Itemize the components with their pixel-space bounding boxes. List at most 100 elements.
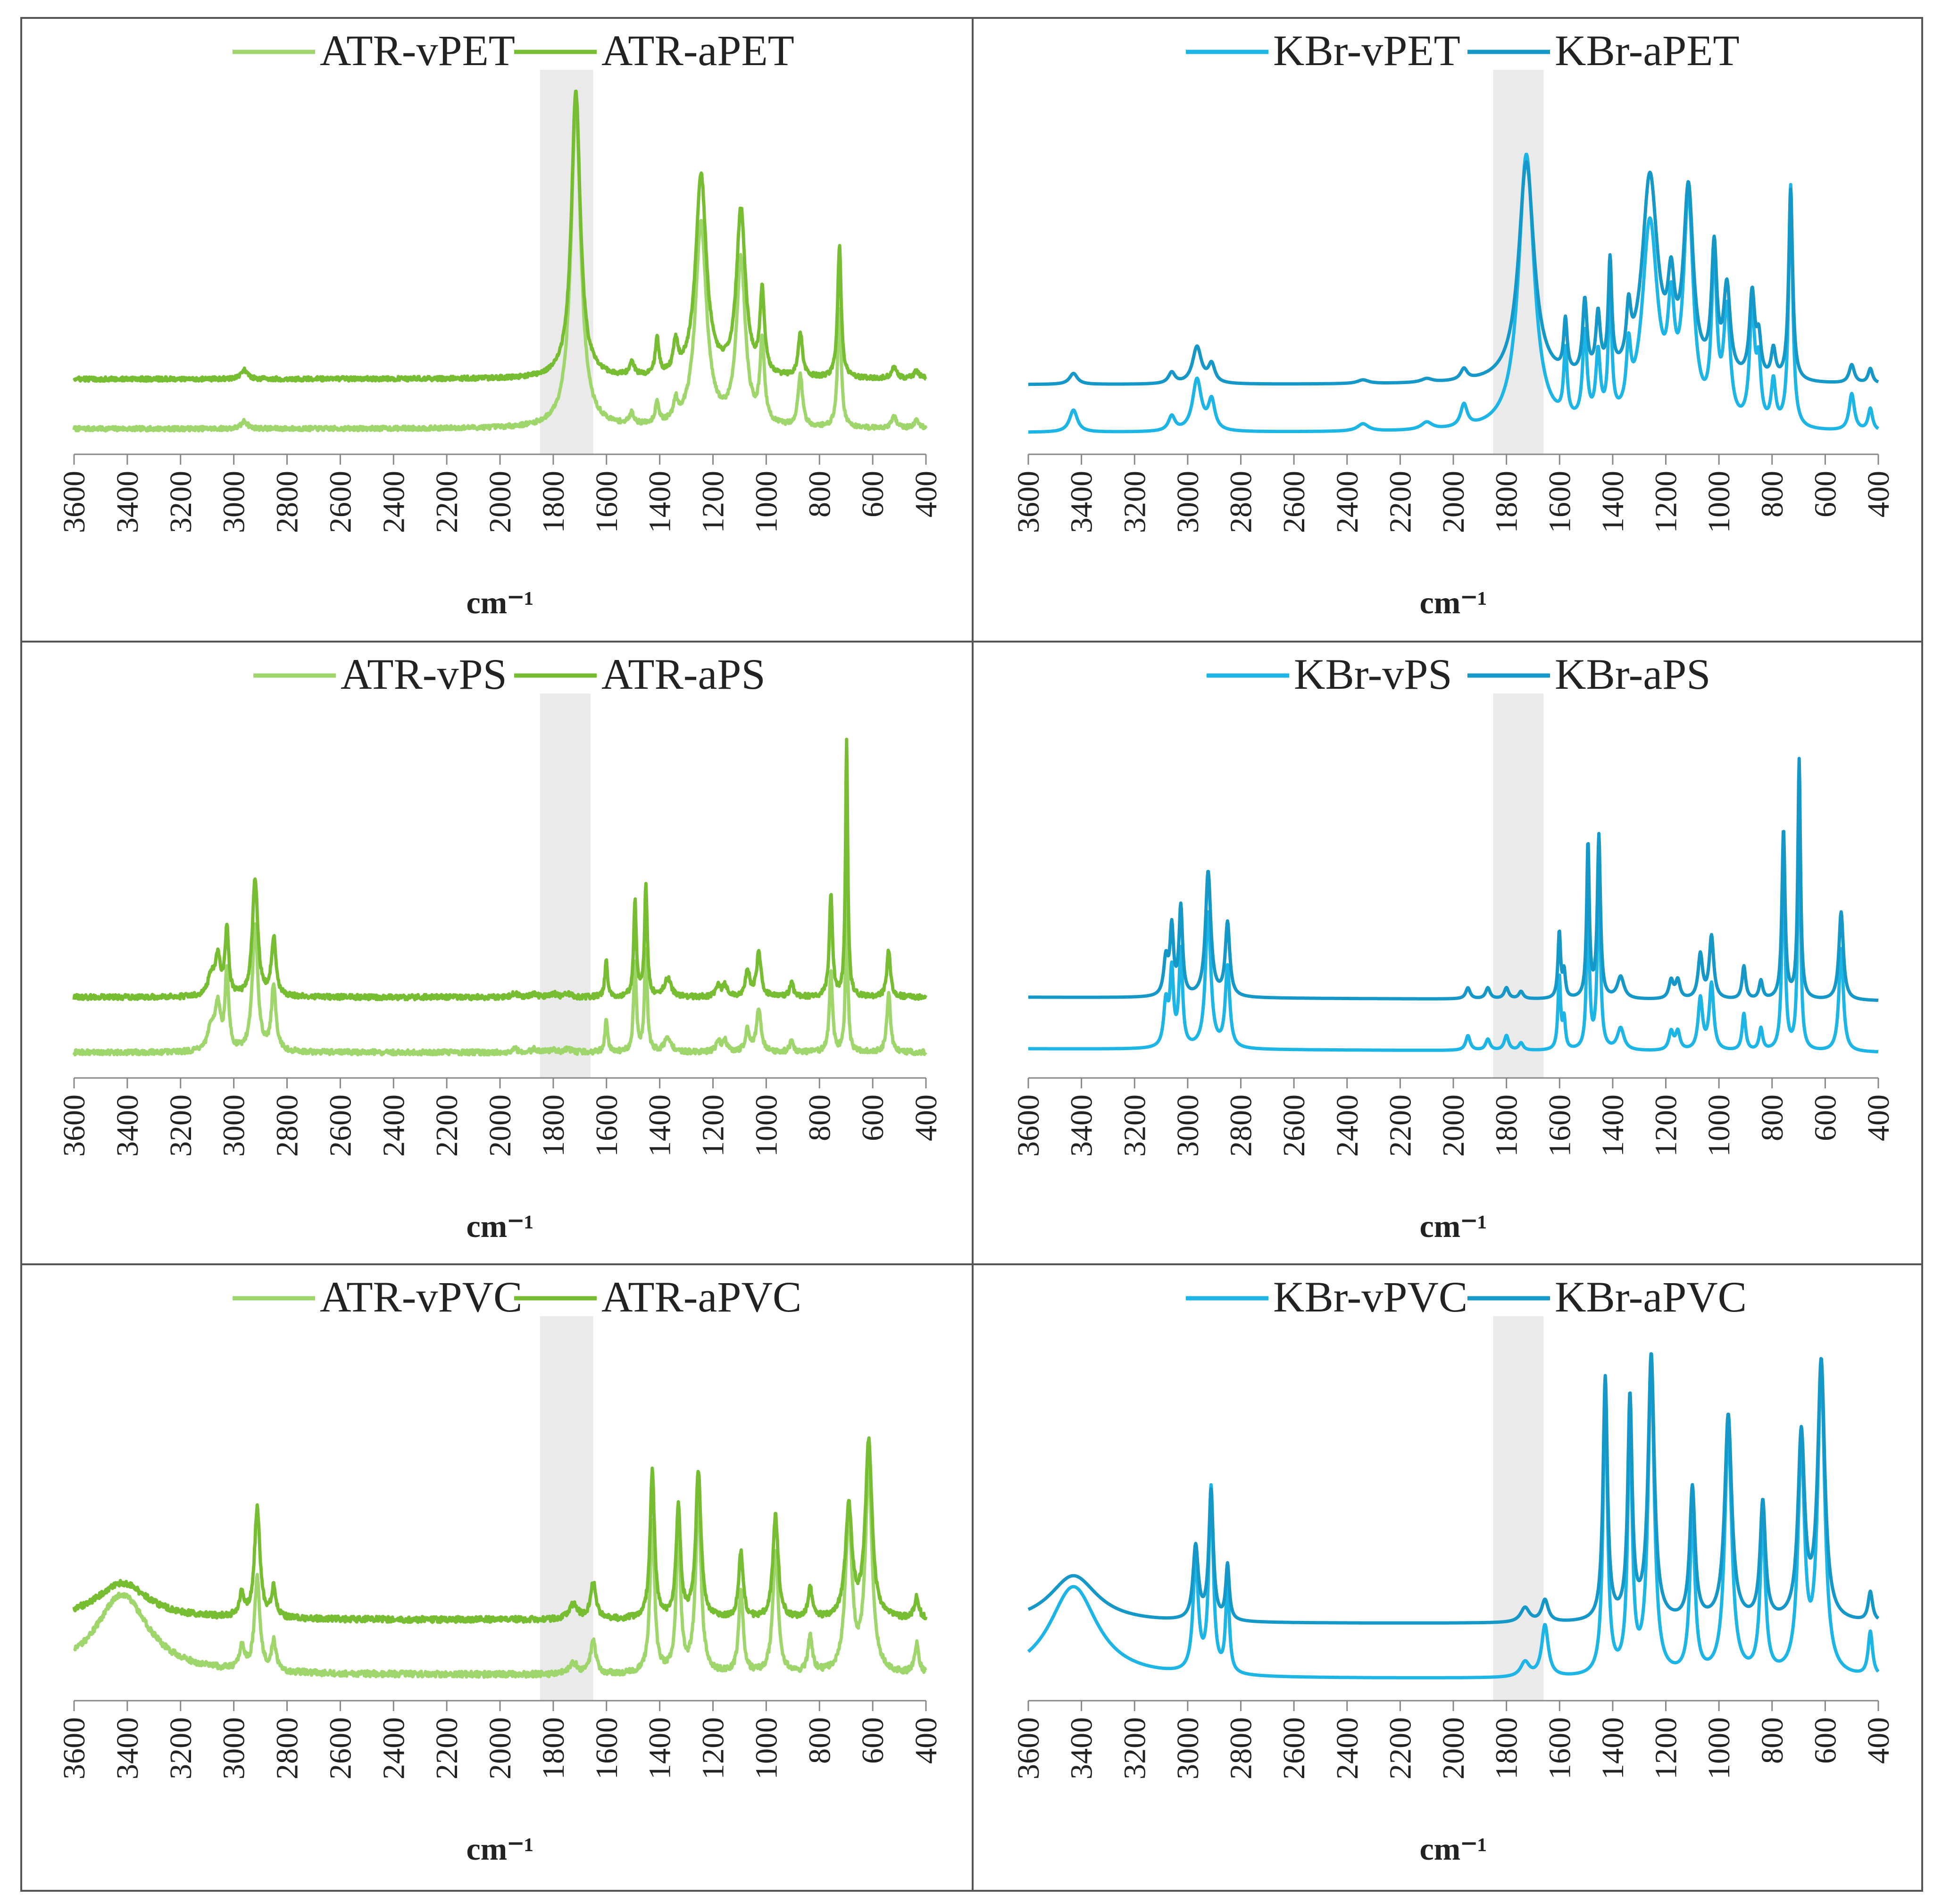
- x-tick-label: 1600: [590, 1717, 624, 1779]
- series-line-virgin: [1027, 797, 1880, 1053]
- x-tick-label: 800: [1755, 471, 1790, 518]
- x-tick-label: 800: [1755, 1717, 1790, 1764]
- x-tick-label: 600: [856, 1094, 890, 1141]
- x-tick-label: 400: [909, 1094, 943, 1141]
- x-axis-label: cm⁻¹: [1419, 1831, 1487, 1867]
- x-tick-label: 2200: [430, 471, 464, 533]
- legend-item-virgin: KBr-vPET: [1186, 26, 1460, 75]
- series-line-aged: [1027, 160, 1880, 386]
- x-tick-label: 400: [1861, 471, 1896, 518]
- x-tick-label: 3000: [1171, 1094, 1205, 1157]
- x-tick-label: 2600: [323, 1717, 358, 1779]
- legend-item-aged: KBr-aPET: [1467, 26, 1740, 75]
- legend-item-virgin: KBr-vPVC: [1186, 1273, 1467, 1321]
- x-tick-label: 1400: [1596, 1717, 1630, 1779]
- x-tick-label: 3000: [217, 1094, 251, 1157]
- x-tick-label: 2000: [1436, 1094, 1471, 1157]
- x-tick-label: 2600: [323, 471, 358, 533]
- legend-item-aged: ATR-aPET: [514, 26, 794, 75]
- x-tick-label: 1800: [1490, 1717, 1524, 1779]
- x-tick-label: 1200: [1649, 471, 1684, 533]
- highlight-band: [1493, 693, 1544, 1078]
- legend-label: KBr-aPS: [1555, 650, 1710, 698]
- x-tick-label: 1800: [536, 1094, 571, 1157]
- x-tick-label: 2200: [430, 1717, 464, 1779]
- x-tick-label: 1800: [536, 1717, 571, 1779]
- x-tick-label: 2200: [1383, 471, 1417, 533]
- x-tick-label: 3400: [1065, 1717, 1099, 1779]
- x-tick-label: 800: [802, 1717, 837, 1764]
- x-tick-label: 2600: [1277, 471, 1311, 533]
- legend-item-virgin: ATR-vPVC: [233, 1273, 522, 1321]
- x-tick-label: 1400: [643, 1717, 677, 1779]
- x-tick-label: 2400: [376, 471, 411, 533]
- x-tick-label: 400: [909, 1717, 943, 1764]
- x-tick-label: 3600: [1011, 1717, 1046, 1779]
- x-tick-label: 3400: [1065, 1094, 1099, 1157]
- legend-item-aged: ATR-aPVC: [514, 1273, 801, 1321]
- x-tick-label: 2600: [1277, 1094, 1311, 1157]
- legend-item-virgin: ATR-vPS: [253, 650, 507, 698]
- x-axis-label: cm⁻¹: [1419, 1208, 1487, 1244]
- series-line-virgin: [1027, 1362, 1880, 1679]
- legend-label: KBr-aPVC: [1555, 1273, 1747, 1321]
- x-tick-label: 1200: [696, 1717, 731, 1779]
- x-tick-label: 1000: [1702, 1094, 1736, 1157]
- legend-label: ATR-vPS: [341, 650, 507, 698]
- x-tick-label: 1400: [643, 471, 677, 533]
- x-tick-label: 1000: [1702, 471, 1736, 533]
- x-tick-label: 1200: [1649, 1094, 1684, 1157]
- legend-label: ATR-vPET: [320, 26, 515, 75]
- x-tick-label: 2000: [1436, 471, 1471, 533]
- x-tick-label: 1600: [590, 1094, 624, 1157]
- x-tick-label: 1800: [1490, 471, 1524, 533]
- legend-label: KBr-vPVC: [1273, 1273, 1467, 1321]
- x-tick-label: 2200: [1383, 1717, 1417, 1779]
- legend-label: ATR-aPET: [601, 26, 794, 75]
- x-tick-label: 3200: [1117, 471, 1152, 533]
- x-tick-label: 800: [802, 471, 837, 518]
- x-tick-label: 1000: [749, 1717, 783, 1779]
- series-line-aged: [72, 1436, 928, 1624]
- x-tick-label: 1600: [590, 471, 624, 533]
- x-tick-label: 2000: [1436, 1717, 1471, 1779]
- x-tick-label: 400: [1861, 1717, 1896, 1764]
- x-tick-label: 1800: [1490, 1094, 1524, 1157]
- x-tick-label: 1200: [696, 471, 731, 533]
- x-tick-label: 1000: [749, 471, 783, 533]
- x-tick-label: 1000: [749, 1094, 783, 1157]
- series-line-virgin: [72, 101, 928, 433]
- chart-panel-atr-pet: 3600 3400 3200 3000 2800 2600 2400 2200 2000 1800…: [57, 26, 943, 620]
- highlight-band: [1493, 1316, 1544, 1701]
- x-tick-label: 2000: [483, 471, 517, 533]
- x-tick-label: 800: [1755, 1094, 1790, 1141]
- x-tick-label: 3200: [164, 1094, 198, 1157]
- x-tick-label: 1400: [643, 1094, 677, 1157]
- chart-panel-kbr-ps: 3600 3400 3200 3000 2800 2600 2400 2200 2000 1800…: [1011, 650, 1896, 1244]
- x-tick-label: 3400: [110, 1094, 145, 1157]
- series-line-aged: [72, 737, 927, 1002]
- x-tick-label: 3000: [1171, 471, 1205, 533]
- legend-item-virgin: ATR-vPET: [233, 26, 515, 75]
- legend-label: KBr-aPET: [1555, 26, 1740, 75]
- legend-label: KBr-vPET: [1273, 26, 1460, 75]
- highlight-band: [540, 70, 593, 454]
- x-tick-label: 1400: [1596, 1094, 1630, 1157]
- x-tick-label: 1200: [1649, 1717, 1684, 1779]
- x-tick-label: 1600: [1542, 1094, 1577, 1157]
- x-tick-label: 2600: [323, 1094, 358, 1157]
- legend-label: ATR-aPS: [601, 650, 766, 698]
- x-axis-label: cm⁻¹: [466, 1208, 533, 1244]
- series-line-virgin: [72, 893, 927, 1057]
- legend-item-aged: KBr-aPVC: [1467, 1273, 1747, 1321]
- x-tick-label: 3400: [110, 1717, 145, 1779]
- legend-item-aged: KBr-aPS: [1467, 650, 1710, 698]
- x-tick-label: 2800: [1224, 471, 1259, 533]
- x-tick-label: 600: [1808, 1094, 1842, 1141]
- highlight-band: [540, 693, 591, 1078]
- legend-item-virgin: KBr-vPS: [1207, 650, 1452, 698]
- x-tick-label: 1600: [1542, 471, 1577, 533]
- series-line-virgin: [1027, 152, 1880, 434]
- x-tick-label: 1600: [1542, 1717, 1577, 1779]
